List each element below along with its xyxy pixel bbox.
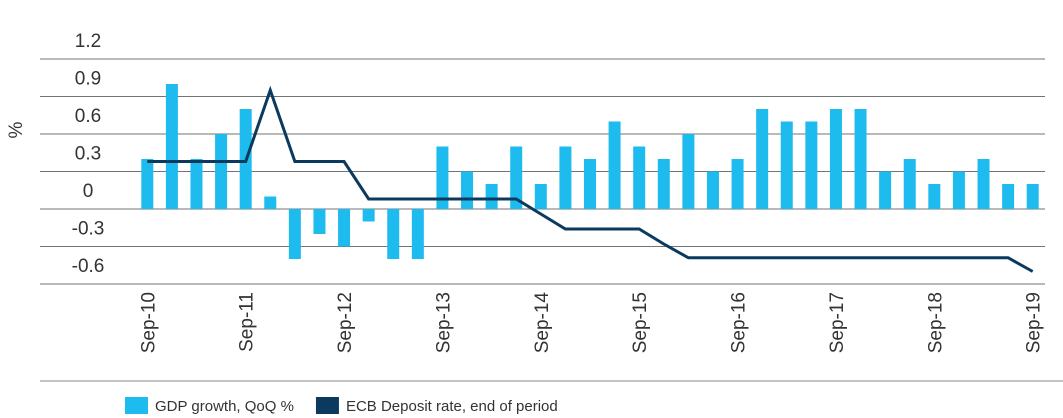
y-tick-label: -0.3 [72, 219, 105, 240]
x-tick-label: Sep-13 [433, 292, 454, 353]
bar [387, 209, 400, 259]
y-tick-label: 0.3 [75, 144, 101, 165]
bar [1002, 184, 1015, 209]
y-tick-label: -0.6 [72, 256, 105, 277]
y-tick-label: 1.2 [75, 31, 101, 52]
y-tick-label: 0.6 [75, 106, 101, 127]
bar [633, 146, 646, 209]
bar [510, 146, 523, 209]
x-tick-label: Sep-18 [925, 292, 946, 353]
bar [436, 146, 449, 209]
bar [952, 171, 965, 209]
bar [141, 159, 154, 209]
bar [829, 109, 842, 209]
bar [288, 209, 301, 259]
bar [608, 121, 621, 209]
y-tick-label: 0 [83, 181, 94, 202]
legend-swatch [125, 397, 148, 414]
bar [682, 134, 695, 209]
x-tick-label: Sep-10 [138, 292, 159, 353]
bar [165, 84, 178, 209]
y-tick-label: 0.9 [75, 69, 101, 90]
bar [780, 121, 793, 209]
x-tick-label: Sep-11 [237, 292, 258, 352]
bar [657, 159, 670, 209]
x-tick-label: Sep-15 [630, 292, 651, 353]
bar [411, 209, 424, 259]
bar [928, 184, 941, 209]
bar [485, 184, 498, 209]
bar [854, 109, 867, 209]
bar [461, 171, 474, 209]
bar [190, 159, 203, 209]
bar [1026, 184, 1039, 209]
legend-label: GDP growth, QoQ % [155, 398, 294, 415]
x-tick-label: Sep-12 [335, 292, 356, 353]
bar [584, 159, 596, 209]
bar [362, 209, 375, 222]
bar [534, 184, 547, 209]
bar [977, 159, 990, 209]
bar [731, 159, 744, 209]
legend-label: ECB Deposit rate, end of period [346, 398, 558, 415]
bar [338, 209, 351, 247]
bar [706, 171, 719, 209]
x-tick-label: Sep-16 [729, 292, 750, 353]
bar [903, 159, 916, 209]
bar [313, 209, 326, 234]
x-tick-label: Sep-19 [1024, 292, 1045, 353]
legend-swatch [315, 397, 339, 414]
bar [879, 171, 892, 209]
x-tick-label: Sep-17 [827, 292, 848, 353]
bar [756, 109, 769, 209]
x-tick-label: Sep-14 [532, 292, 553, 354]
bar [264, 196, 277, 209]
bar [215, 134, 228, 209]
bar [559, 146, 572, 209]
bar [805, 121, 818, 209]
line [147, 85, 1034, 273]
y-axis-label: % [6, 121, 27, 138]
